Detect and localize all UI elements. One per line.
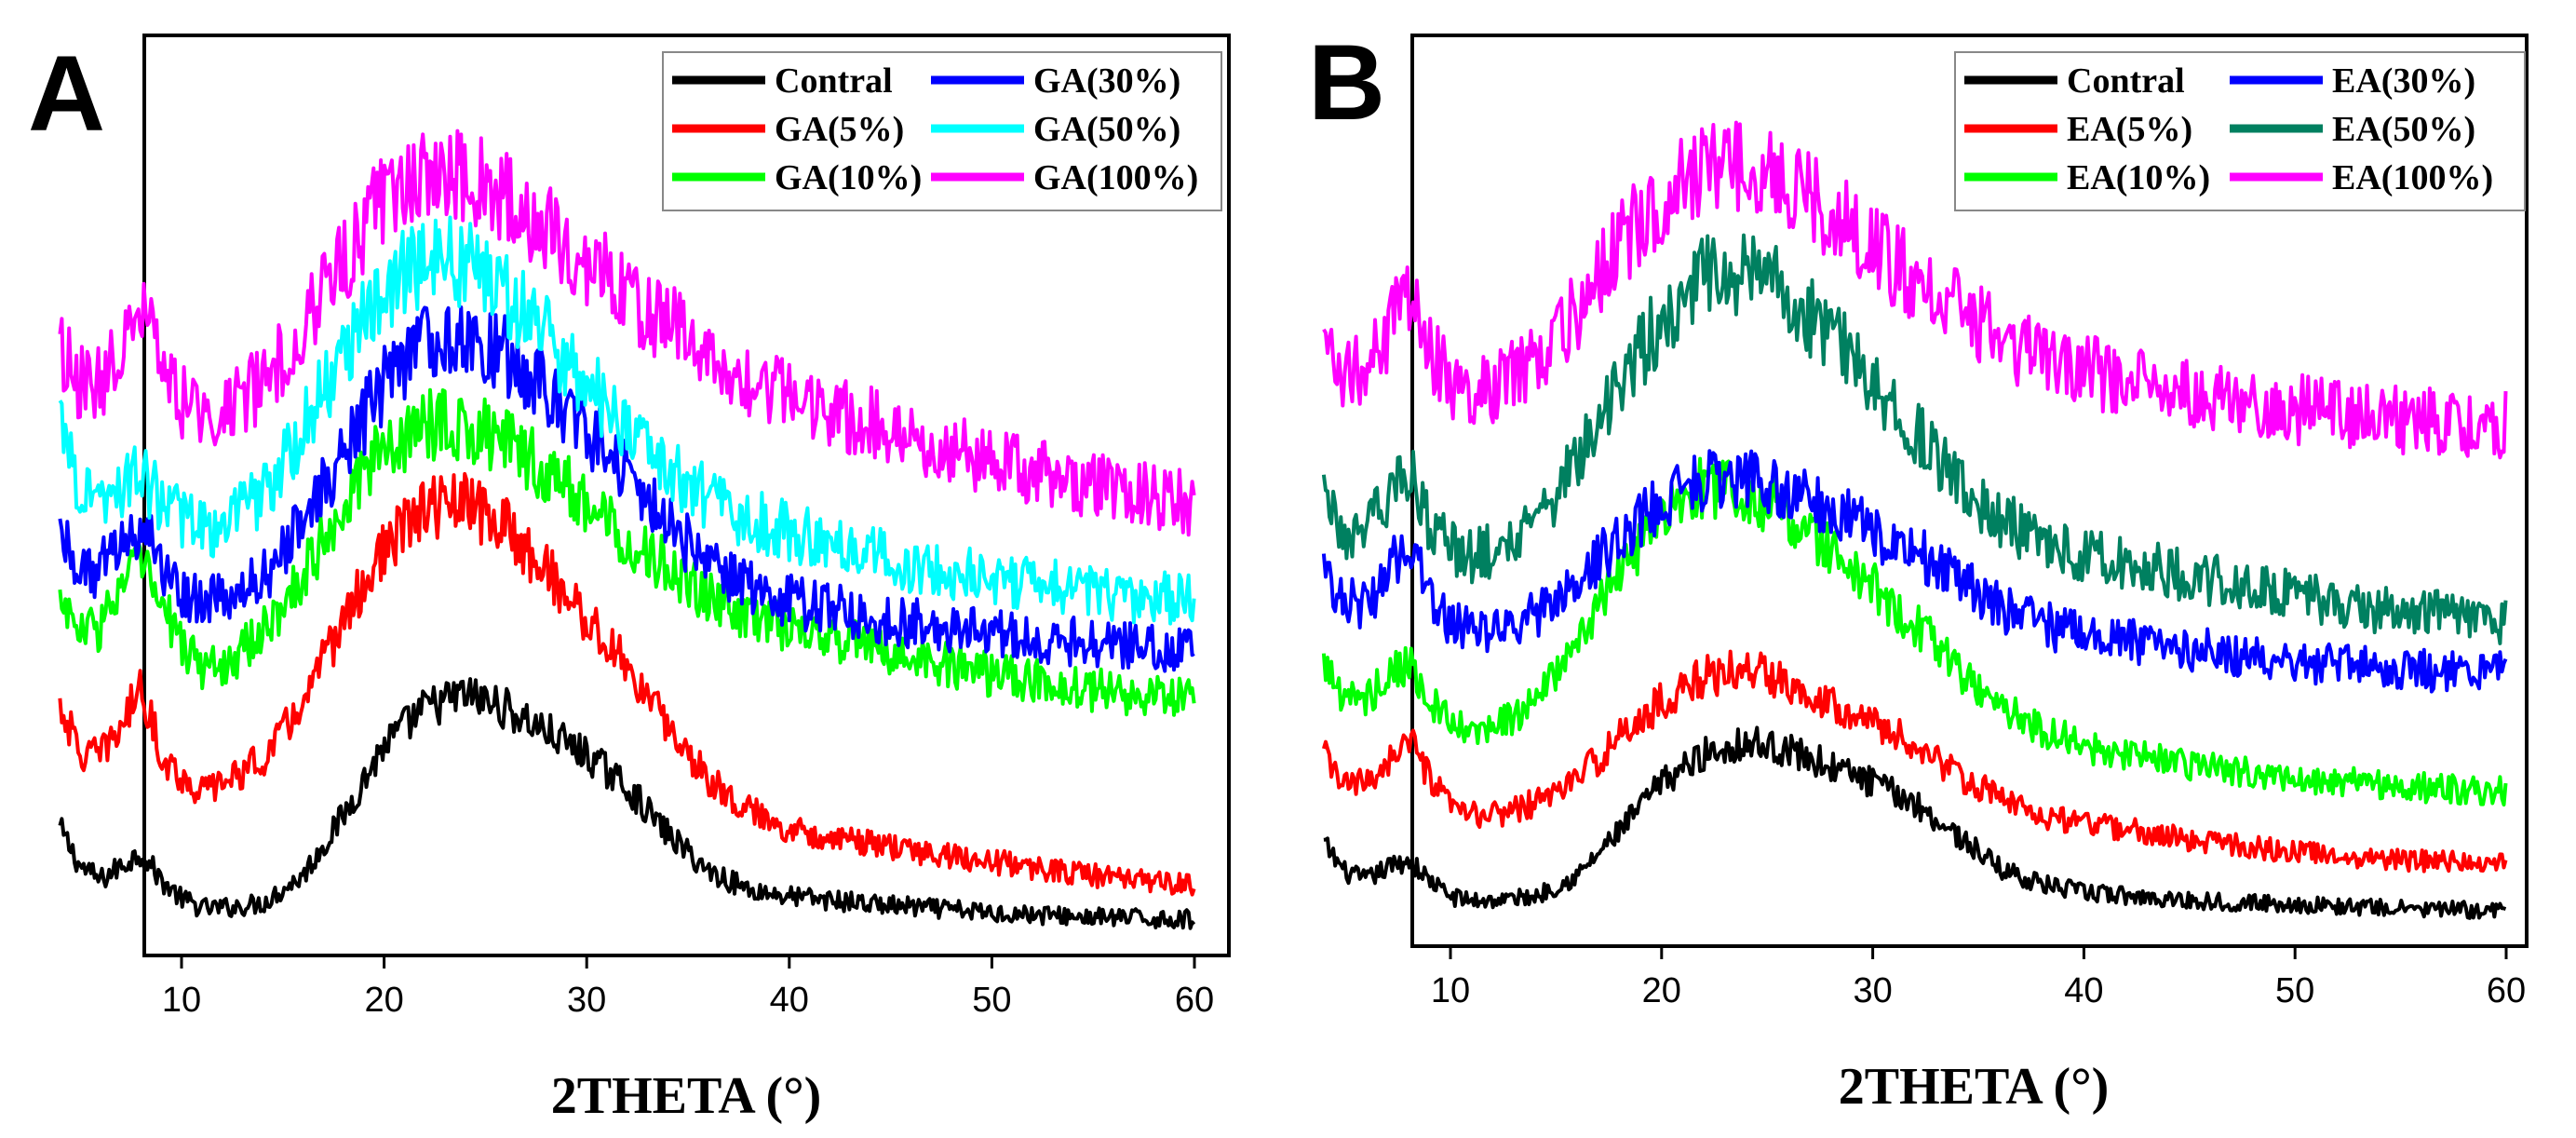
legend-label: GA(50%) (1033, 110, 1180, 149)
legend-b: Contral EA(30%) EA(5%) EA(50%) EA(10%) EA(100… (1954, 51, 2526, 211)
traces-b (1321, 120, 2508, 920)
legend-label: EA(5%) (2067, 110, 2192, 149)
series-line-ea-30 (1321, 449, 2508, 694)
panel-a: A 10 20 30 40 50 60 2THETA (°) Contral GA(30%)… (28, 34, 1231, 1125)
series-line-ea-5 (1321, 649, 2508, 874)
x-axis-ticks-b: 10 20 30 40 50 60 (1431, 946, 2526, 1010)
series-line-ga-5 (58, 471, 1196, 897)
panel-letter-a: A (28, 34, 105, 154)
x-tick-label-30: 30 (1853, 971, 1892, 1010)
legend-label: Contral (775, 61, 893, 101)
x-axis-label-a: 2THETA (°) (551, 1067, 822, 1125)
legend-label: EA(10%) (2067, 158, 2210, 197)
legend-label: GA(30%) (1033, 61, 1180, 101)
series-line-ga-100 (58, 129, 1196, 537)
x-tick-label-40: 40 (770, 981, 809, 1020)
series-line-contral (1323, 725, 2507, 920)
x-tick-label-10: 10 (1431, 971, 1470, 1010)
legend-label: GA(5%) (775, 110, 904, 149)
legend-label: EA(30%) (2332, 61, 2475, 101)
legend-label: GA(10%) (775, 158, 922, 197)
x-tick-label-50: 50 (2275, 971, 2314, 1010)
series-line-ga-30 (58, 305, 1195, 673)
x-tick-label-30: 30 (567, 981, 606, 1020)
series-line-contral (58, 677, 1196, 930)
series-line-ea-50 (1321, 233, 2508, 645)
series-line-ea-100 (1322, 120, 2508, 460)
x-axis-label-b: 2THETA (°) (1839, 1058, 2110, 1116)
legend-label: Contral (2067, 61, 2185, 101)
panel-b: B 10 20 30 40 50 60 2THETA (°) Contral EA(30%)… (1308, 23, 2529, 1116)
series-line-ea-10 (1321, 456, 2508, 807)
series-line-ga-10 (58, 387, 1196, 717)
panel-letter-b: B (1308, 23, 1385, 142)
x-axis-ticks-a: 10 20 30 40 50 60 (162, 955, 1214, 1020)
plot-frame-a (142, 34, 1231, 957)
legend-label: EA(100%) (2332, 158, 2493, 197)
x-tick-label-20: 20 (1642, 971, 1681, 1010)
x-tick-label-50: 50 (972, 981, 1011, 1020)
legend-label: GA(100%) (1033, 158, 1198, 197)
x-tick-label-40: 40 (2064, 971, 2103, 1010)
legend-label: EA(50%) (2332, 110, 2475, 149)
x-tick-label-20: 20 (364, 981, 403, 1020)
traces-a (58, 129, 1196, 930)
x-tick-label-10: 10 (162, 981, 201, 1020)
legend-a: Contral GA(30%) GA(5%) GA(50%) GA(10%) GA(100… (662, 51, 1222, 211)
x-tick-label-60: 60 (1175, 981, 1214, 1020)
series-line-ga-50 (58, 215, 1196, 626)
x-tick-label-60: 60 (2487, 971, 2526, 1010)
